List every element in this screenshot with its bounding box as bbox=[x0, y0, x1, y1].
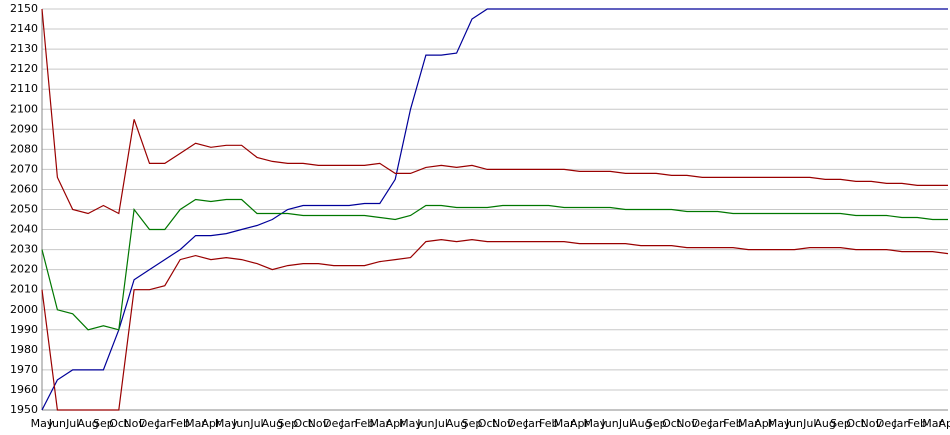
y-tick-label: 2070 bbox=[10, 162, 38, 175]
x-tick-label: May bbox=[399, 417, 422, 430]
x-tick-label: Oct bbox=[662, 417, 682, 430]
y-tick-label: 2130 bbox=[10, 42, 38, 55]
x-tick-label: Nov bbox=[860, 417, 882, 430]
y-tick-label: 2010 bbox=[10, 283, 38, 296]
y-tick-label: 2140 bbox=[10, 22, 38, 35]
series-line bbox=[41, 198, 948, 331]
y-tick-label: 2040 bbox=[10, 223, 38, 236]
x-tick-label: Mar bbox=[369, 417, 390, 430]
x-tick-label: May bbox=[768, 417, 791, 430]
y-tick-label: 2030 bbox=[10, 243, 38, 256]
y-tick-label: 2000 bbox=[10, 303, 38, 316]
x-tick-label: Dec bbox=[507, 417, 528, 430]
x-tick-label: Jan bbox=[155, 417, 173, 430]
series-line bbox=[41, 8, 948, 215]
series-line bbox=[41, 238, 949, 411]
x-tick-label: Jan bbox=[708, 417, 726, 430]
x-tick-label: May bbox=[31, 417, 54, 430]
x-tick-label: Sep bbox=[93, 417, 114, 430]
x-tick-label: Nov bbox=[492, 417, 514, 430]
x-tick-label: Jun bbox=[416, 417, 434, 430]
x-tick-label: Aug bbox=[814, 417, 835, 430]
x-tick-label: Jan bbox=[524, 417, 542, 430]
x-tick-label: Aug bbox=[446, 417, 467, 430]
y-tick-label: 2060 bbox=[10, 182, 38, 195]
x-tick-label: Apr bbox=[754, 417, 774, 430]
x-tick-label: Feb bbox=[355, 417, 374, 430]
x-tick-label: Jul bbox=[65, 417, 79, 430]
x-tick-label: Aug bbox=[77, 417, 98, 430]
y-tick-label: 2080 bbox=[10, 142, 38, 155]
x-tick-label: Feb bbox=[723, 417, 742, 430]
y-tick-label: 1990 bbox=[10, 323, 38, 336]
x-tick-label: Dec bbox=[876, 417, 897, 430]
x-tick-label: Sep bbox=[277, 417, 298, 430]
y-tick-label: 2150 bbox=[10, 2, 38, 15]
x-tick-label: Dec bbox=[323, 417, 344, 430]
x-tick-label: Nov bbox=[123, 417, 145, 430]
x-tick-label: Nov bbox=[308, 417, 330, 430]
x-tick-label: Apr bbox=[938, 417, 950, 430]
x-tick-label: Jun bbox=[232, 417, 250, 430]
x-tick-label: Apr bbox=[570, 417, 590, 430]
x-tick-label: Mar bbox=[185, 417, 206, 430]
y-tick-label: 1970 bbox=[10, 363, 38, 376]
x-tick-label: Jun bbox=[785, 417, 803, 430]
x-tick-label: Sep bbox=[830, 417, 851, 430]
y-tick-label: 2020 bbox=[10, 263, 38, 276]
series-line bbox=[41, 8, 948, 411]
y-tick-label: 2120 bbox=[10, 62, 38, 75]
x-tick-label: Apr bbox=[201, 417, 221, 430]
x-tick-label: Oct bbox=[846, 417, 866, 430]
x-tick-label: Jul bbox=[618, 417, 632, 430]
x-tick-label: May bbox=[583, 417, 606, 430]
x-tick-label: Aug bbox=[262, 417, 283, 430]
x-tick-label: Jul bbox=[249, 417, 263, 430]
x-tick-label: Nov bbox=[676, 417, 698, 430]
x-tick-label: Feb bbox=[539, 417, 558, 430]
x-tick-label: Mar bbox=[554, 417, 575, 430]
x-tick-label: Jul bbox=[802, 417, 816, 430]
y-tick-label: 2110 bbox=[10, 82, 38, 95]
y-tick-label: 1980 bbox=[10, 343, 38, 356]
x-tick-label: Jul bbox=[434, 417, 448, 430]
y-tick-label: 2050 bbox=[10, 203, 38, 216]
x-tick-label: Jun bbox=[601, 417, 619, 430]
y-tick-label: 2100 bbox=[10, 102, 38, 115]
x-tick-label: May bbox=[215, 417, 238, 430]
x-tick-label: Oct bbox=[478, 417, 498, 430]
x-tick-label: Mar bbox=[738, 417, 759, 430]
x-tick-label: Dec bbox=[692, 417, 713, 430]
x-tick-label: Oct bbox=[109, 417, 129, 430]
x-tick-label: Jan bbox=[892, 417, 910, 430]
x-tick-label: Dec bbox=[139, 417, 160, 430]
x-tick-label: Mar bbox=[922, 417, 943, 430]
x-tick-label: Oct bbox=[294, 417, 314, 430]
x-tick-label: Aug bbox=[630, 417, 651, 430]
x-tick-label: Jun bbox=[48, 417, 66, 430]
x-tick-label: Sep bbox=[646, 417, 667, 430]
x-tick-label: Sep bbox=[462, 417, 483, 430]
x-tick-label: Apr bbox=[386, 417, 406, 430]
x-tick-label: Jan bbox=[340, 417, 358, 430]
x-tick-label: Feb bbox=[908, 417, 927, 430]
y-tick-label: 1950 bbox=[10, 403, 38, 416]
x-tick-label: Feb bbox=[170, 417, 189, 430]
y-tick-label: 1960 bbox=[10, 383, 38, 396]
y-tick-label: 2090 bbox=[10, 122, 38, 135]
